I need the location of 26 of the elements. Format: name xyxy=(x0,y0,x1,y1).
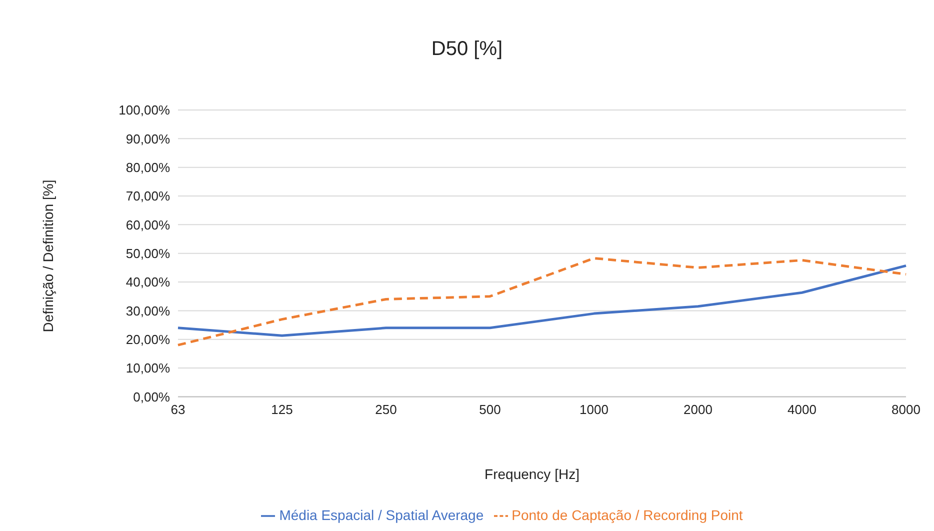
line-series xyxy=(176,264,908,337)
x-tick-label: 8000 xyxy=(892,402,920,417)
chart-title: D50 [%] xyxy=(430,38,504,61)
x-axis-title: Frequency [Hz] xyxy=(484,466,580,482)
x-tick-label: 500 xyxy=(479,402,501,417)
y-tick-label: 50,00% xyxy=(126,246,170,261)
y-tick-label: 80,00% xyxy=(126,160,170,175)
x-tick-label: 1000 xyxy=(580,402,608,417)
y-tick-label: 20,00% xyxy=(126,332,170,347)
x-tick-label: 125 xyxy=(271,402,293,417)
y-tick-label: 40,00% xyxy=(126,274,170,290)
legend-label: Média Espacial / Spatial Average xyxy=(279,506,484,523)
y-tick-label: 10,00% xyxy=(126,360,170,376)
y-tick-label: 100,00% xyxy=(118,102,170,118)
x-tick-label: 63 xyxy=(170,402,186,417)
y-tick-label: 0,00% xyxy=(133,389,170,404)
x-tick-label: 250 xyxy=(375,402,397,417)
x-tick-label: 2000 xyxy=(684,402,712,417)
legend-label: Ponto de Captação / Recording Point xyxy=(512,506,743,523)
x-tick-label: 4000 xyxy=(788,402,816,417)
y-tick-label: 70,00% xyxy=(126,188,170,204)
line-series xyxy=(176,256,908,346)
y-tick-label: 90,00% xyxy=(126,131,170,146)
y-tick-label: 30,00% xyxy=(126,303,170,318)
y-axis-title: Definição / Definition [%] xyxy=(40,180,56,332)
y-tick-label: 60,00% xyxy=(126,217,170,232)
